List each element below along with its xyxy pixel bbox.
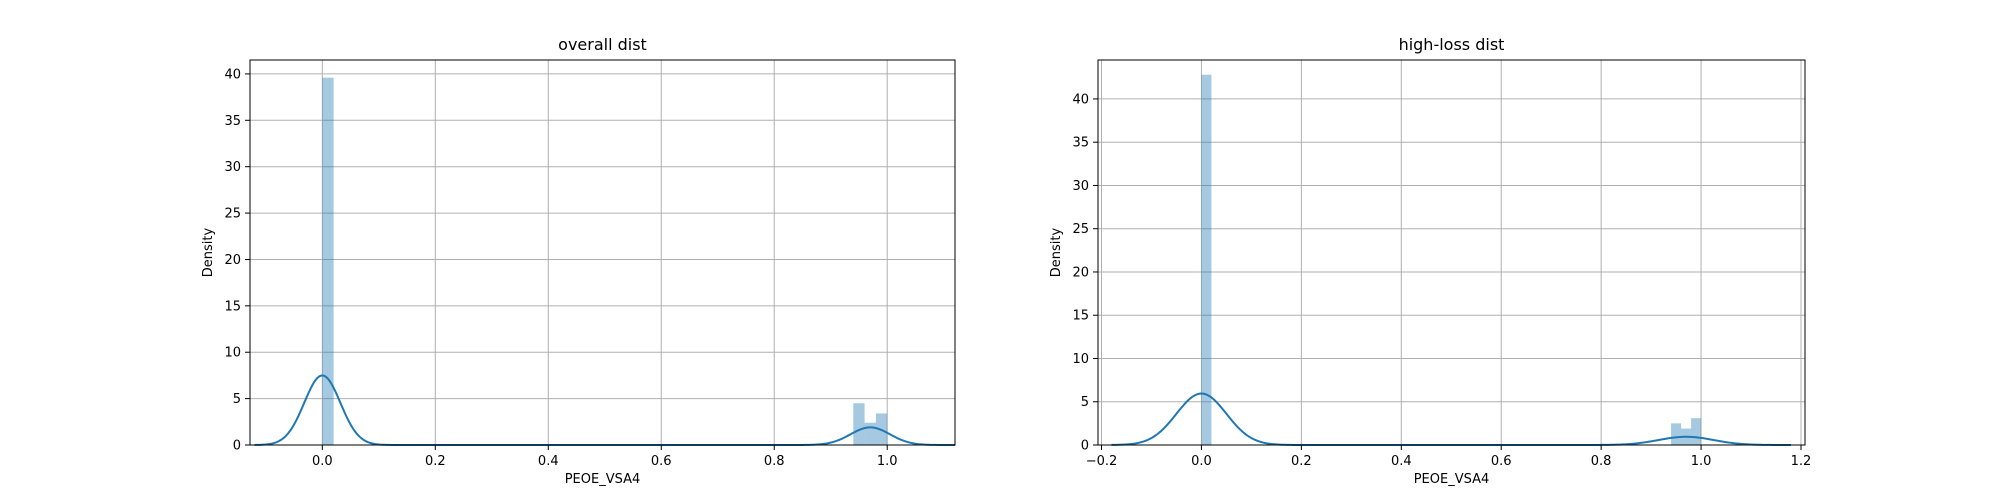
- x-tick-label: 0.4: [538, 454, 559, 469]
- histogram-bar: [1671, 423, 1682, 445]
- y-tick-label: 15: [224, 299, 241, 314]
- y-tick-label: 0: [233, 439, 241, 454]
- chart-title: high-loss dist: [1399, 35, 1505, 54]
- x-tick-label: 1.2: [1791, 454, 1812, 469]
- x-tick-label: 1.0: [1691, 454, 1712, 469]
- y-tick-label: 30: [1072, 179, 1089, 194]
- y-tick-label: 15: [1072, 309, 1089, 324]
- y-axis-label: Density: [201, 227, 216, 277]
- x-tick-label: 0.2: [1291, 454, 1312, 469]
- x-tick-label: 0.8: [1591, 454, 1612, 469]
- x-tick-label: 0.6: [651, 454, 672, 469]
- x-tick-label: 0.2: [425, 454, 446, 469]
- x-tick-label: 1.0: [877, 454, 898, 469]
- x-tick-label: 0.8: [764, 454, 785, 469]
- chart-high-loss-dist: −0.2 0.0 0.2 0.4 0.6 0.8 1.0 1.2 0 5 10 15 20 25 30 35…: [1049, 35, 1811, 487]
- histogram-bar: [322, 77, 334, 445]
- y-tick-label: 10: [1072, 352, 1089, 367]
- histogram-bar: [1201, 74, 1212, 446]
- histogram-bar: [1691, 418, 1702, 445]
- y-tick-label: 20: [1072, 265, 1089, 280]
- plot-frame: [249, 59, 956, 446]
- x-tick-label: −0.2: [1086, 454, 1118, 469]
- y-tick-label: 0: [1081, 439, 1089, 454]
- histogram-bar: [853, 403, 865, 445]
- x-axis-label: PEOE_VSA4: [1414, 472, 1490, 487]
- x-tick-label: 0.0: [312, 454, 333, 469]
- y-tick-label: 20: [224, 253, 241, 268]
- x-tick-label: 0.4: [1391, 454, 1412, 469]
- y-tick-label: 5: [1081, 395, 1089, 410]
- chart-overall-dist: 0.0 0.2 0.4 0.6 0.8 1.0 0 5 10 15 20 25 30 35 40 over…: [201, 35, 956, 487]
- y-tick-label: 40: [224, 67, 241, 82]
- y-tick-label: 25: [224, 207, 241, 222]
- y-tick-label: 35: [1072, 136, 1089, 151]
- y-tick-label: 30: [224, 160, 241, 175]
- x-tick-label: 0.0: [1191, 454, 1212, 469]
- x-tick-label: 0.6: [1491, 454, 1512, 469]
- chart-title: overall dist: [558, 35, 647, 54]
- plot-frame: [1097, 59, 1806, 446]
- y-tick-label: 35: [224, 114, 241, 129]
- histogram-bar: [864, 422, 876, 445]
- y-tick-label: 10: [224, 346, 241, 361]
- y-tick-label: 40: [1072, 92, 1089, 107]
- y-tick-label: 5: [233, 392, 241, 407]
- y-axis-label: Density: [1049, 227, 1064, 277]
- x-axis-label: PEOE_VSA4: [565, 472, 641, 487]
- y-tick-label: 25: [1072, 222, 1089, 237]
